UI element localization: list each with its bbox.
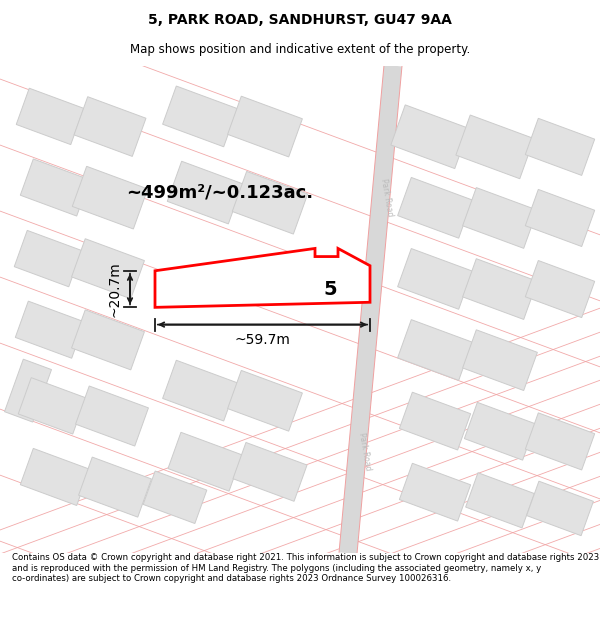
Polygon shape [163, 86, 238, 147]
Polygon shape [4, 359, 52, 422]
Polygon shape [400, 392, 470, 450]
Text: Park Road: Park Road [357, 432, 373, 471]
Polygon shape [466, 472, 535, 528]
Polygon shape [143, 471, 207, 524]
Polygon shape [456, 115, 534, 179]
Polygon shape [227, 371, 302, 431]
Polygon shape [464, 402, 536, 460]
Polygon shape [526, 413, 595, 470]
Polygon shape [391, 105, 469, 169]
Polygon shape [168, 432, 242, 491]
Polygon shape [227, 96, 302, 157]
Text: ~20.7m: ~20.7m [108, 261, 122, 317]
Polygon shape [527, 481, 593, 536]
Text: Map shows position and indicative extent of the property.: Map shows position and indicative extent… [130, 42, 470, 56]
Text: ~499m²/~0.123ac.: ~499m²/~0.123ac. [127, 184, 314, 202]
Polygon shape [400, 463, 470, 521]
Polygon shape [79, 457, 151, 517]
Polygon shape [526, 189, 595, 246]
Polygon shape [398, 177, 472, 238]
Polygon shape [232, 171, 308, 234]
Polygon shape [20, 448, 89, 506]
Polygon shape [233, 442, 307, 501]
Polygon shape [339, 65, 402, 554]
Text: ~59.7m: ~59.7m [235, 332, 290, 347]
Polygon shape [167, 161, 243, 224]
Polygon shape [398, 319, 472, 381]
Polygon shape [155, 248, 370, 308]
Polygon shape [163, 360, 238, 421]
Polygon shape [76, 386, 148, 446]
Text: Contains OS data © Crown copyright and database right 2021. This information is : Contains OS data © Crown copyright and d… [12, 553, 599, 583]
Polygon shape [463, 259, 538, 319]
Polygon shape [14, 231, 82, 287]
Polygon shape [463, 330, 538, 391]
Polygon shape [71, 239, 145, 299]
Polygon shape [526, 261, 595, 318]
Polygon shape [20, 159, 89, 216]
Text: 5, PARK ROAD, SANDHURST, GU47 9AA: 5, PARK ROAD, SANDHURST, GU47 9AA [148, 12, 452, 27]
Polygon shape [526, 118, 595, 176]
Text: Park Road: Park Road [379, 178, 395, 217]
Polygon shape [463, 188, 538, 248]
Polygon shape [18, 378, 86, 434]
Polygon shape [74, 97, 146, 156]
Polygon shape [72, 166, 148, 229]
Polygon shape [16, 301, 85, 358]
Polygon shape [71, 310, 145, 370]
Polygon shape [398, 249, 472, 309]
Polygon shape [16, 88, 84, 144]
Text: 5: 5 [323, 279, 337, 299]
